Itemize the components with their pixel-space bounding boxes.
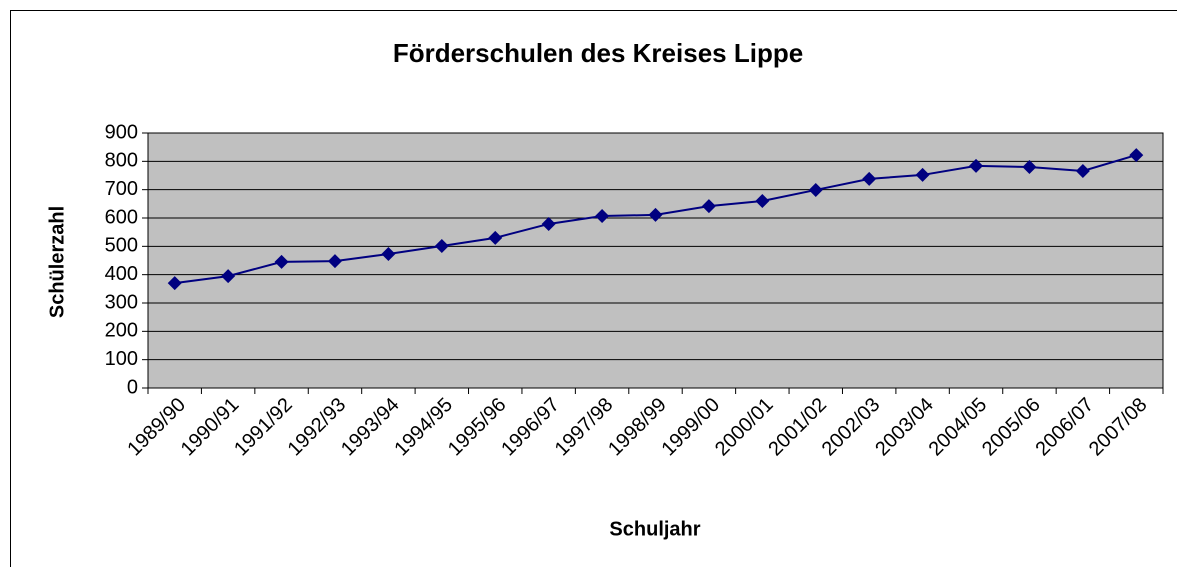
marker xyxy=(915,167,930,182)
y-tick-label: 100 xyxy=(105,348,138,370)
marker xyxy=(488,230,503,245)
marker xyxy=(1129,148,1144,163)
marker xyxy=(221,269,236,284)
y-tick-label: 700 xyxy=(105,178,138,200)
chart-title: Förderschulen des Kreises Lippe xyxy=(393,38,803,68)
x-axis-title: Schuljahr xyxy=(609,518,700,540)
marker xyxy=(648,207,663,222)
marker xyxy=(274,254,289,269)
y-tick-label: 300 xyxy=(105,291,138,313)
marker xyxy=(1075,163,1090,178)
marker xyxy=(701,199,716,214)
y-tick-label: 800 xyxy=(105,150,138,172)
y-tick-label: 900 xyxy=(105,121,138,143)
marker xyxy=(327,254,342,269)
y-tick-label: 400 xyxy=(105,263,138,285)
marker xyxy=(541,216,556,231)
marker xyxy=(381,246,396,261)
y-tick-label: 600 xyxy=(105,206,138,228)
y-tick-label: 200 xyxy=(105,320,138,342)
marker xyxy=(167,276,182,291)
marker xyxy=(808,182,823,197)
y-axis-title: Schülerzahl xyxy=(46,206,68,318)
marker xyxy=(434,239,449,254)
marker xyxy=(1022,160,1037,174)
marker xyxy=(755,194,770,208)
marker xyxy=(862,171,877,186)
y-tick-label: 0 xyxy=(127,376,138,398)
marker xyxy=(595,209,610,224)
marker xyxy=(969,158,984,173)
y-tick-label: 500 xyxy=(105,235,138,257)
plot-area xyxy=(147,132,1164,389)
